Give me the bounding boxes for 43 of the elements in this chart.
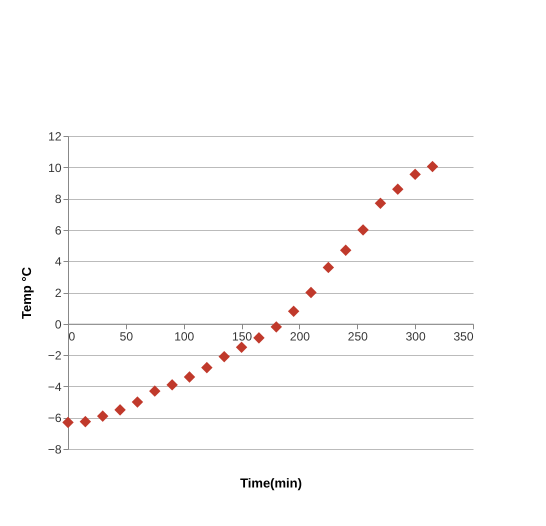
y-tick-label: 12 [48, 130, 62, 144]
x-tick-label: 200 [290, 329, 310, 344]
y-tick-label: −8 [48, 442, 62, 456]
y-tick-label: 10 [48, 160, 62, 175]
x-tick-label: 150 [232, 329, 252, 344]
y-tick-label: 4 [54, 254, 62, 269]
point [132, 396, 144, 408]
point [322, 262, 334, 274]
point [184, 371, 196, 383]
point [218, 350, 230, 362]
point [374, 198, 386, 209]
point [392, 184, 404, 195]
point [270, 321, 282, 333]
point [253, 332, 265, 344]
y-tick-label: 6 [54, 223, 62, 238]
y-tick-label: 0 [54, 317, 62, 332]
point [409, 168, 421, 180]
x-tick-label: 0 [68, 329, 76, 344]
x-tick-label: 300 [406, 329, 426, 344]
point [166, 379, 178, 391]
point [80, 416, 92, 428]
y-tick-label: −4 [48, 380, 62, 394]
point [426, 160, 438, 172]
point [288, 306, 300, 317]
point [114, 404, 126, 416]
x-tick-label: 350 [453, 329, 474, 344]
y-tick-label: 8 [54, 192, 62, 206]
x-tick-label: 250 [348, 329, 368, 344]
point [62, 416, 74, 428]
y-axis-title: Temp °C [18, 266, 34, 319]
point [149, 385, 160, 397]
y-tick-label: 2 [54, 286, 62, 300]
point [236, 342, 248, 353]
y-tick-label: −2 [48, 348, 62, 363]
point [340, 244, 352, 256]
y-tick-label: −6 [48, 411, 62, 426]
x-tick-label: 100 [174, 329, 195, 344]
point [201, 362, 213, 374]
x-tick-label: 50 [120, 329, 134, 344]
x-axis-title: Time(min) [240, 476, 302, 490]
point [97, 410, 108, 422]
point [305, 286, 317, 298]
point [357, 224, 369, 236]
